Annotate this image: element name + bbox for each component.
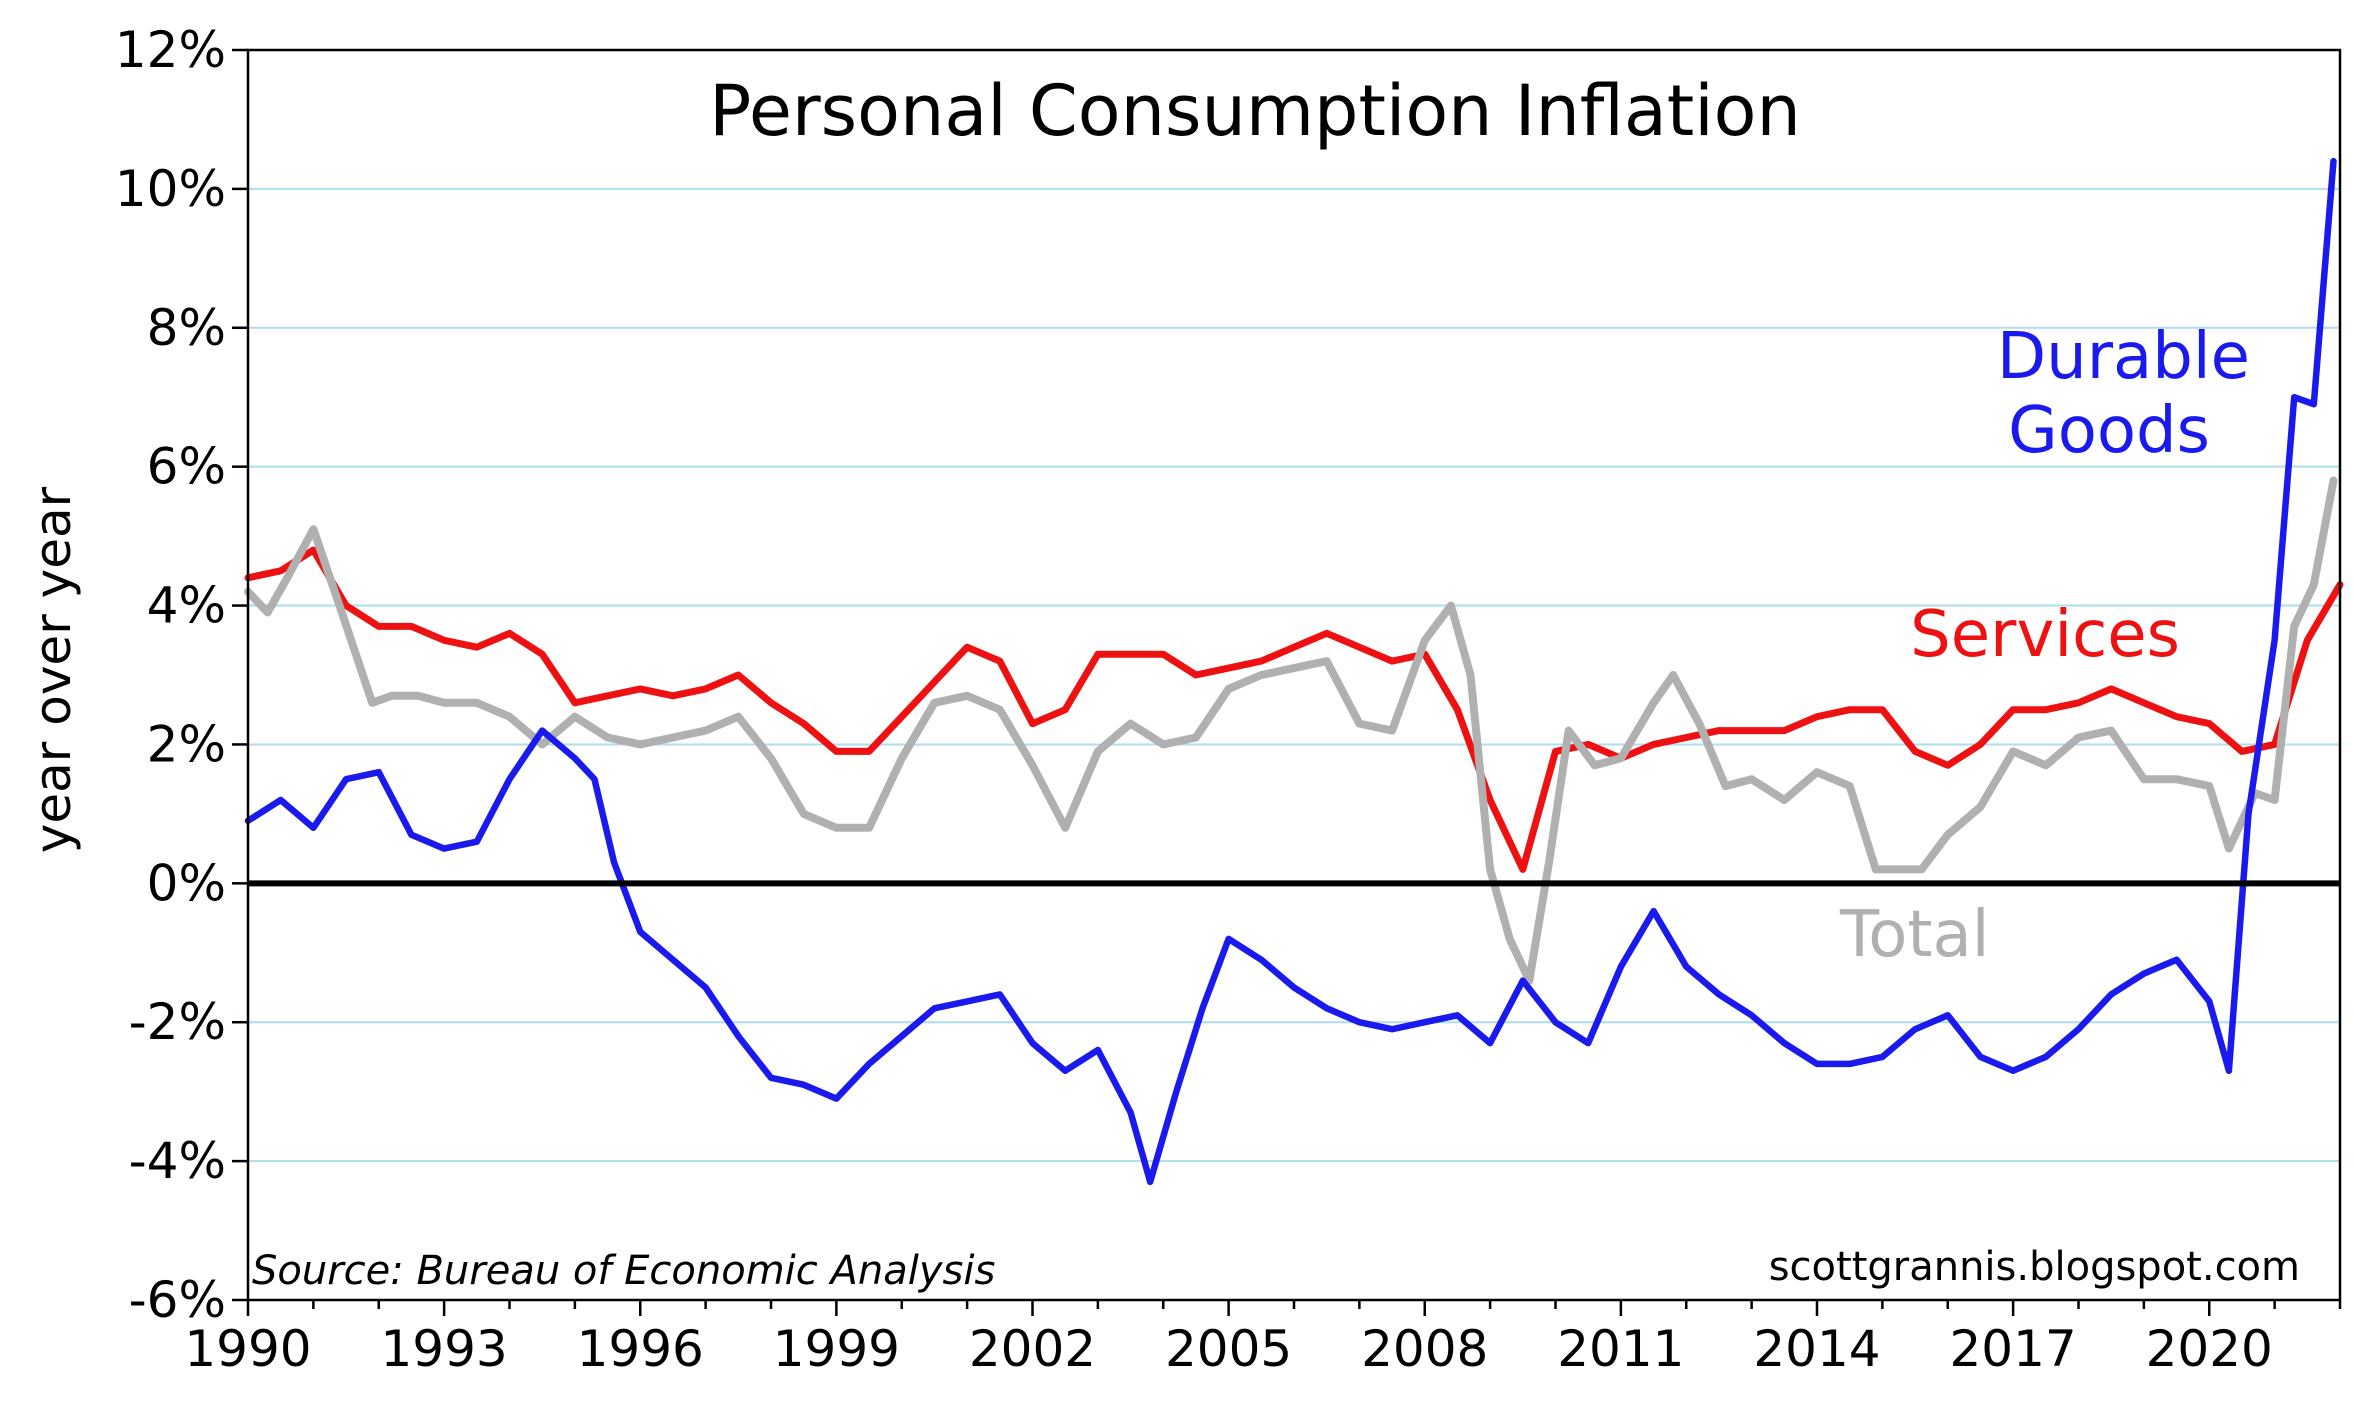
series-line-services <box>244 546 2344 873</box>
x-tick-label: 2017 <box>1950 1320 2077 1378</box>
durable-goods-label-line2: Goods <box>2008 394 2210 468</box>
x-axis-ticks: 1990 1993 1996 1999 2002 2005 2008 2011 2014 2017… <box>184 1300 2342 1378</box>
y-tick-label: 4% <box>147 577 226 635</box>
x-tick-label: 1990 <box>184 1320 311 1378</box>
chart-title: Personal Consumption Inflation <box>709 70 1801 152</box>
x-tick-label: 1999 <box>773 1320 900 1378</box>
y-tick-label: -4% <box>129 1132 226 1190</box>
durable-goods-label-line1: Durable <box>1997 320 2250 394</box>
services-label: Services <box>1910 598 2180 672</box>
x-tick-label: 2002 <box>969 1320 1096 1378</box>
gridlines <box>248 187 2340 1163</box>
x-tick-label: 2005 <box>1165 1320 1292 1378</box>
y-tick-label: 10% <box>115 160 226 218</box>
y-tick-label: 0% <box>147 854 226 912</box>
x-tick-label: 2008 <box>1361 1320 1488 1378</box>
y-axis-ticks: 12% 10% 8% 6% 4% 2% 0% -2% -4% -6% <box>115 21 248 1329</box>
y-tick-label: 12% <box>115 21 226 79</box>
x-tick-label: 2014 <box>1753 1320 1880 1378</box>
y-tick-label: 2% <box>147 715 226 773</box>
x-tick-label: 2011 <box>1557 1320 1684 1378</box>
total-label: Total <box>1839 898 1989 972</box>
y-tick-label: 6% <box>147 438 226 496</box>
series-lines <box>244 157 2344 1186</box>
series-line-durable-goods <box>244 157 2337 1186</box>
y-tick-label: -2% <box>129 993 226 1051</box>
y-tick-label: 8% <box>147 299 226 357</box>
y-axis-label: year over year <box>24 486 82 853</box>
y-tick-label: -6% <box>129 1271 226 1329</box>
series-line-total <box>244 476 2338 985</box>
x-tick-label: 1993 <box>381 1320 508 1378</box>
site-credit: scottgrannis.blogspot.com <box>1769 1244 2300 1290</box>
x-tick-label: 1996 <box>577 1320 704 1378</box>
x-tick-label: 2020 <box>2146 1320 2273 1378</box>
source-note: Source: Bureau of Economic Analysis <box>252 1248 995 1294</box>
